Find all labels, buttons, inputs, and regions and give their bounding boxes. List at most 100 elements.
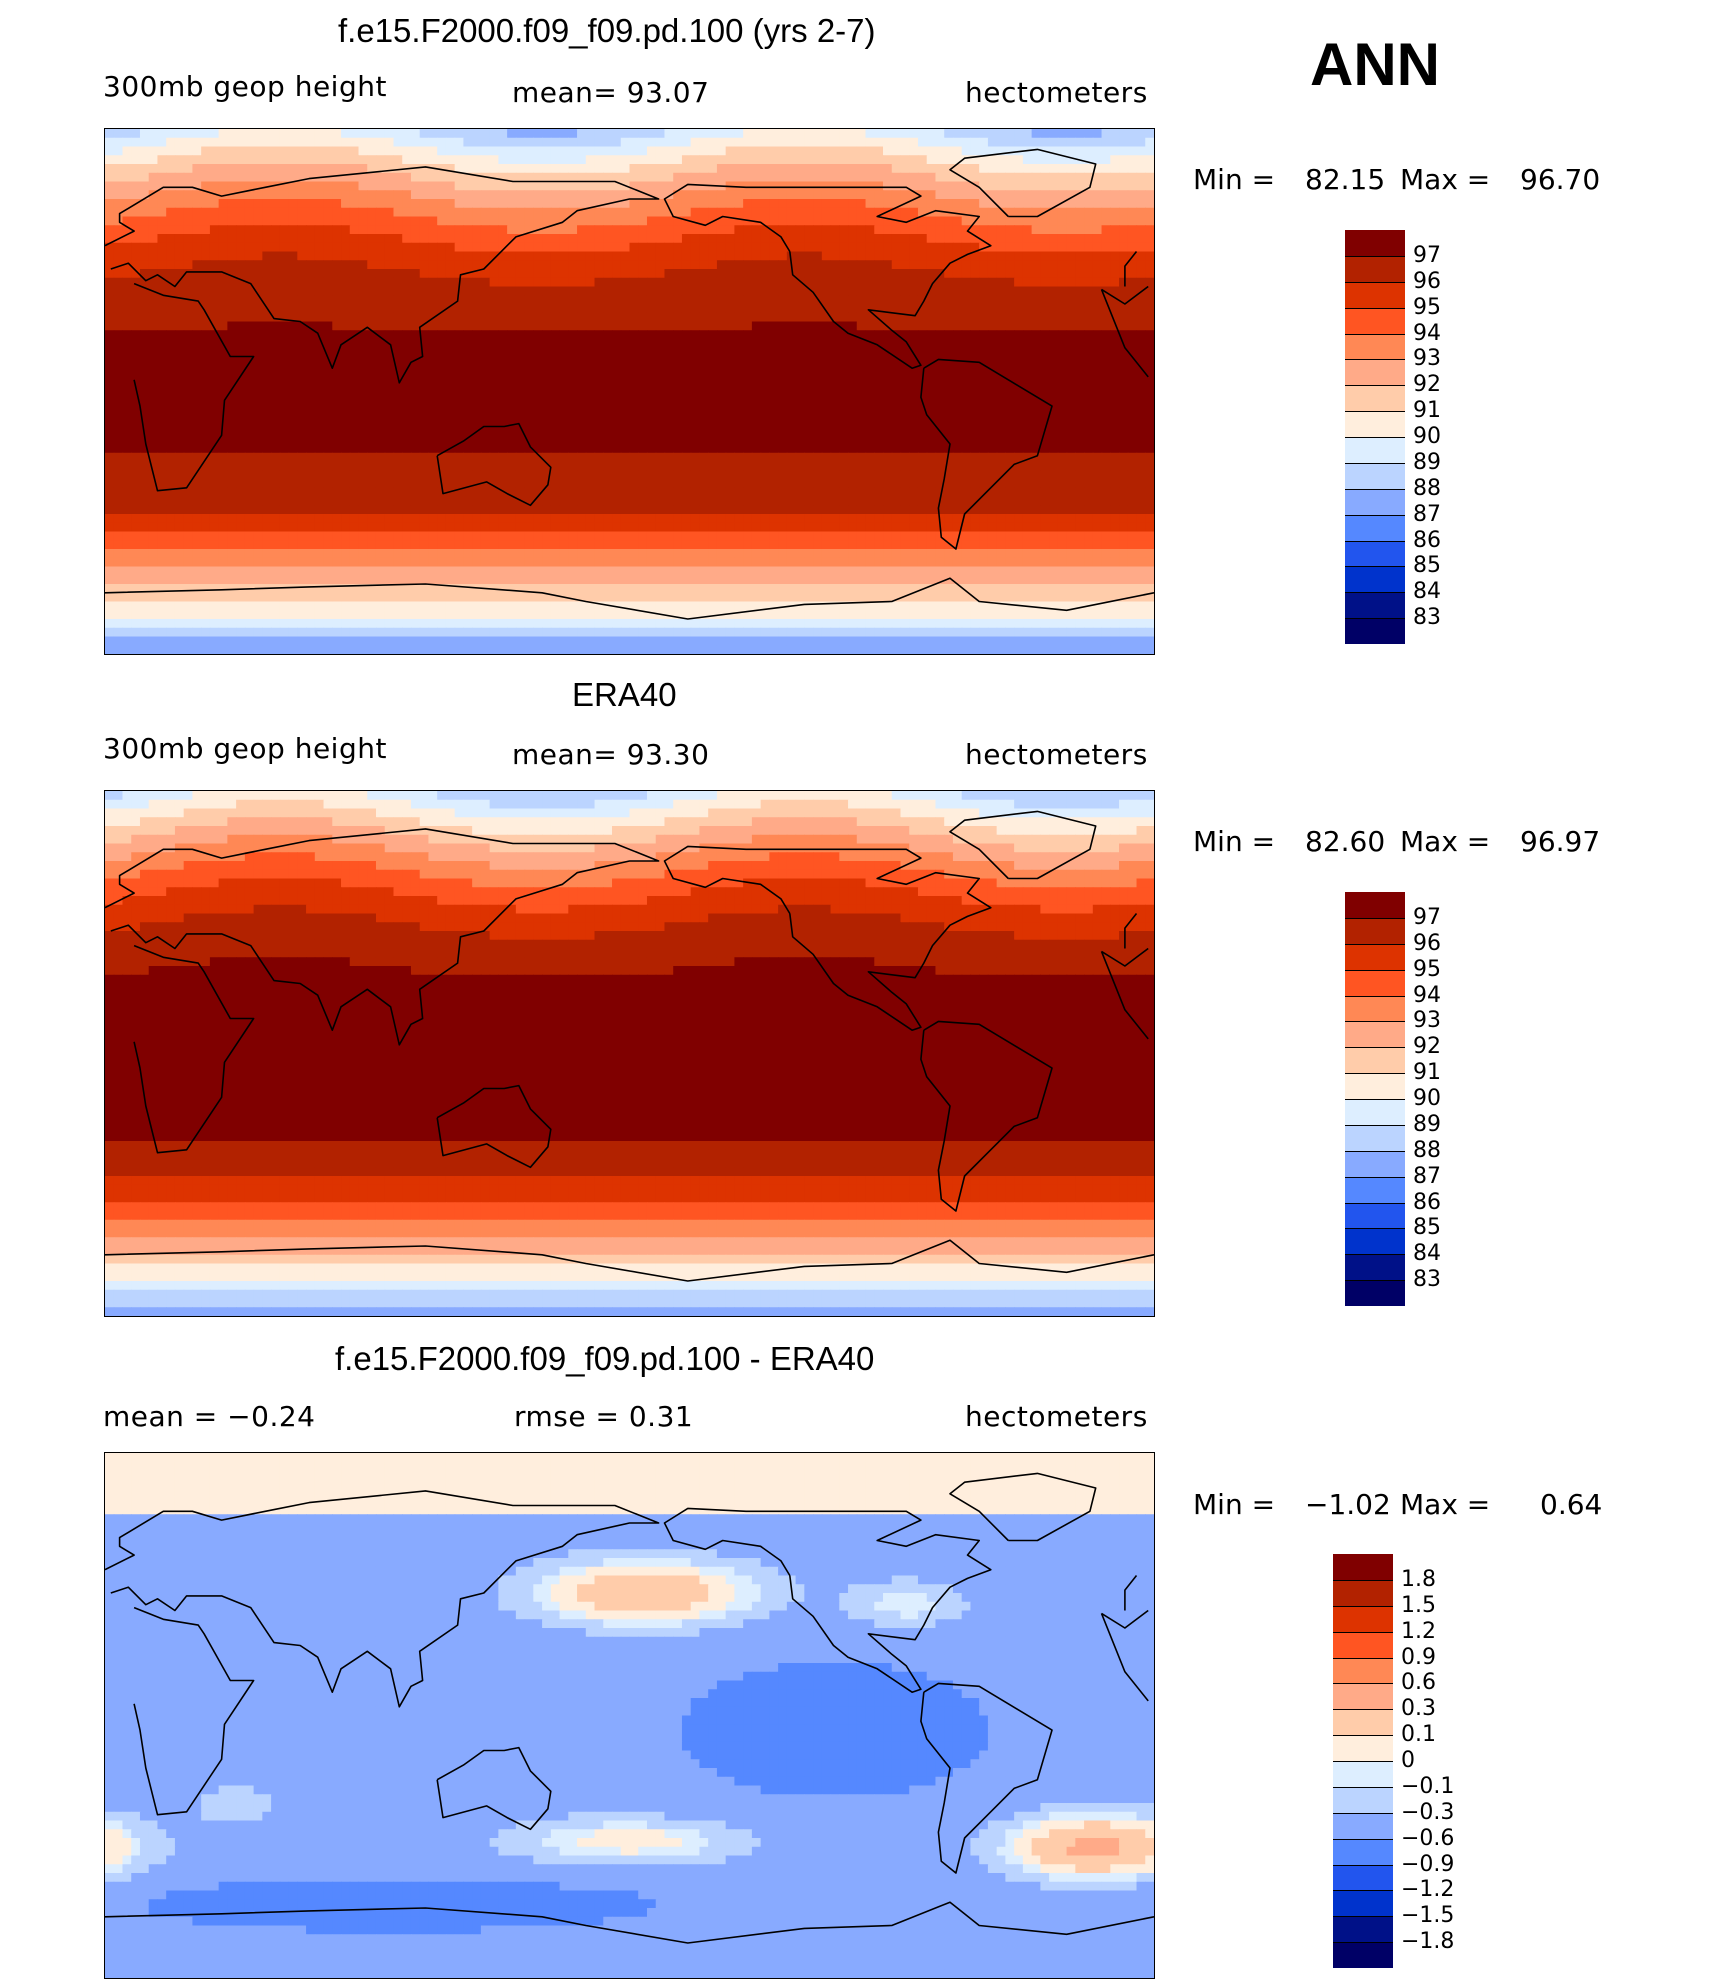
- colorbar-swatch: [1333, 1554, 1393, 1580]
- continent-outline: [133, 944, 1149, 1154]
- panel-2-left-label: 300mb geop height: [103, 732, 387, 765]
- continent-outline: [663, 183, 992, 369]
- continent-outline: [105, 1239, 1154, 1282]
- colorbar-tick-label: 94: [1413, 322, 1441, 345]
- colorbar-swatch: [1345, 892, 1405, 918]
- colorbar-tick-label: −0.3: [1401, 1801, 1454, 1824]
- colorbar-tick-label: 83: [1413, 607, 1441, 629]
- colorbar-swatch: [1345, 1099, 1405, 1125]
- colorbar-swatch: [1345, 618, 1405, 644]
- panel-3-max-value: 0.64: [1540, 1488, 1602, 1521]
- panel-1-min-value: 82.15: [1305, 163, 1385, 196]
- colorbar-swatch: [1345, 1021, 1405, 1048]
- panel-1-max-label: Max =: [1400, 163, 1490, 196]
- colorbar-tick-label: 85: [1413, 555, 1441, 577]
- colorbar-swatch: [1345, 995, 1405, 1022]
- colorbar-tick-label: −0.1: [1401, 1775, 1454, 1798]
- panel-1-map: [104, 128, 1155, 655]
- colorbar-swatch: [1345, 281, 1405, 308]
- continent-outline: [105, 166, 1138, 384]
- colorbar-swatch: [1345, 359, 1405, 386]
- colorbar-tick-label: 85: [1413, 1217, 1441, 1239]
- colorbar-tick-label: 86: [1413, 529, 1441, 552]
- continent-outline: [105, 1490, 1138, 1708]
- continent-outline: [133, 1606, 1149, 1816]
- colorbar-swatch: [1345, 1202, 1405, 1229]
- colorbar-tick-label: −0.9: [1401, 1853, 1454, 1876]
- continent-outline: [105, 1901, 1154, 1944]
- panel-1-min-label: Min =: [1193, 163, 1275, 196]
- panel-2-mean-label: mean= 93.30: [512, 738, 709, 771]
- colorbar-swatch: [1333, 1916, 1393, 1943]
- colorbar-swatch: [1345, 385, 1405, 412]
- colorbar-swatch: [1345, 969, 1405, 996]
- panel-1-max-value: 96.70: [1520, 163, 1600, 196]
- colorbar-swatch: [1345, 1047, 1405, 1074]
- colorbar-tick-label: 86: [1413, 1191, 1441, 1214]
- colorbar-swatch: [1345, 488, 1405, 515]
- colorbar-swatch: [1345, 1150, 1405, 1177]
- continent-outline: [436, 1084, 552, 1169]
- colorbar-tick-label: 89: [1413, 1113, 1441, 1136]
- colorbar-tick-label: 0.1: [1401, 1724, 1436, 1746]
- panel-2-min-label: Min =: [1193, 825, 1275, 858]
- season-label: ANN: [1310, 30, 1440, 99]
- contour-field: [105, 1453, 1154, 1978]
- colorbar-swatch: [1333, 1579, 1393, 1606]
- colorbar-tick-label: 87: [1413, 1165, 1441, 1188]
- colorbar-tick-label: 87: [1413, 503, 1441, 526]
- colorbar-swatch: [1333, 1657, 1393, 1684]
- colorbar-swatch: [1345, 566, 1405, 593]
- panel-1-title: f.e15.F2000.f09_f09.pd.100 (yrs 2-7): [338, 12, 876, 50]
- colorbar-tick-label: 0.9: [1401, 1646, 1436, 1669]
- panel-1-colorbar: 97 96 95 94 93 92 91 90 89 88 87 86 85 84 83: [1345, 230, 1441, 644]
- colorbar-swatch: [1345, 1124, 1405, 1151]
- colorbar-swatch: [1333, 1942, 1393, 1968]
- contour-field: [105, 129, 1154, 654]
- panel-3-map: [104, 1452, 1155, 1979]
- continent-outline: [949, 1472, 1097, 1542]
- colorbar-swatch: [1345, 307, 1405, 334]
- panel-3-min-value: −1.02: [1305, 1488, 1391, 1521]
- colorbar-swatch: [1345, 411, 1405, 437]
- panel-2-map: [104, 790, 1155, 1317]
- continent-outline: [105, 828, 1138, 1046]
- continent-outline: [663, 1507, 992, 1693]
- colorbar-tick-label: 97: [1413, 906, 1441, 929]
- panel-2-colorbar: 97 96 95 94 93 92 91 90 89 88 87 86 85 84 83: [1345, 892, 1441, 1306]
- colorbar-tick-label: 91: [1413, 1062, 1441, 1084]
- contour-field: [105, 791, 1154, 1316]
- colorbar-tick-label: 84: [1413, 1243, 1441, 1265]
- colorbar-tick-label: −0.6: [1401, 1827, 1454, 1850]
- panel-3-units-label: hectometers: [965, 1400, 1148, 1433]
- panel-1-units-label: hectometers: [965, 76, 1148, 109]
- colorbar-swatch: [1345, 514, 1405, 541]
- panel-1-left-label: 300mb geop height: [103, 70, 387, 103]
- colorbar-swatch: [1345, 917, 1405, 944]
- colorbar-tick-label: 95: [1413, 296, 1441, 319]
- colorbar-swatch: [1345, 437, 1405, 463]
- colorbar-swatch: [1345, 592, 1405, 619]
- colorbar-swatch: [1333, 1683, 1393, 1710]
- colorbar-tick-label: 83: [1413, 1269, 1441, 1291]
- colorbar-swatch: [1345, 1280, 1405, 1306]
- colorbar-swatch: [1345, 1176, 1405, 1203]
- colorbar-tick-label: 96: [1413, 270, 1441, 293]
- colorbar-tick-label: −1.8: [1401, 1931, 1454, 1953]
- colorbar-swatch: [1345, 230, 1405, 256]
- colorbar-tick-label: 90: [1413, 1088, 1441, 1110]
- continent-outline: [663, 845, 992, 1031]
- panel-2-max-value: 96.97: [1520, 825, 1600, 858]
- panel-3-max-label: Max =: [1400, 1488, 1490, 1521]
- colorbar-tick-label: 95: [1413, 958, 1441, 981]
- colorbar-swatch: [1333, 1786, 1393, 1813]
- panel-1-mean-label: mean= 93.07: [512, 76, 709, 109]
- continent-outline: [920, 1020, 1053, 1212]
- colorbar-swatch: [1333, 1709, 1393, 1736]
- continent-outline: [920, 1682, 1053, 1874]
- colorbar-swatch: [1345, 943, 1405, 970]
- colorbar-tick-label: 90: [1413, 426, 1441, 448]
- continent-outline: [436, 1746, 552, 1831]
- colorbar-tick-label: 92: [1413, 1036, 1441, 1058]
- panel-3-title: f.e15.F2000.f09_f09.pd.100 - ERA40: [335, 1340, 874, 1378]
